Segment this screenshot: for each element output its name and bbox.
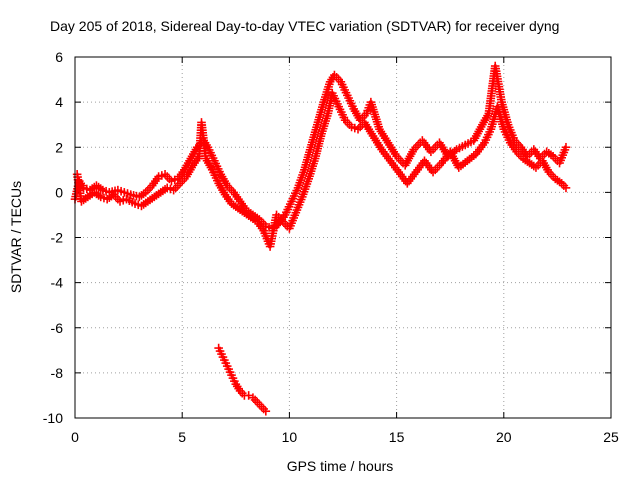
y-tick-label: 4 [55, 94, 63, 110]
x-tick-label: 0 [71, 429, 79, 445]
data-point [96, 192, 106, 202]
data-point-fill [350, 123, 360, 133]
chart-title: Day 205 of 2018, Sidereal Day-to-day VTE… [50, 18, 559, 34]
data-point [261, 406, 271, 416]
data-point [120, 188, 129, 197]
data-point [561, 183, 571, 193]
data-point-fill [116, 186, 126, 196]
data-point-fill [166, 184, 175, 194]
grid-layer [75, 57, 611, 418]
data-point [162, 183, 172, 193]
data-point-fill [170, 175, 179, 185]
data-point [347, 122, 356, 132]
plot-frame [74, 56, 612, 419]
x-tick-label: 10 [282, 429, 298, 445]
x-tick-label: 15 [389, 429, 405, 445]
data-point-fill [123, 189, 132, 198]
marks-layer [70, 61, 571, 416]
data-point [154, 172, 163, 181]
x-tick-label: 25 [603, 429, 619, 445]
data-point [130, 199, 140, 208]
y-tick-label: -8 [51, 365, 64, 381]
y-tick-label: -2 [51, 230, 64, 246]
x-axis-label: GPS time / hours [287, 458, 394, 474]
data-point [115, 197, 125, 206]
data-point [113, 185, 123, 195]
data-point-fill [157, 171, 167, 180]
x-tick-label: 20 [496, 429, 512, 445]
y-tick-label: 2 [55, 139, 63, 155]
y-tick-label: -6 [51, 320, 64, 336]
y-axis-label: SDTVAR / TECUs [8, 181, 24, 293]
y-tick-label: -4 [51, 275, 64, 291]
y-tick-label: 6 [55, 49, 63, 65]
data-point [98, 185, 108, 195]
data-point [167, 176, 176, 186]
y-tick-label: -10 [43, 410, 63, 426]
data-point [561, 142, 571, 152]
x-tick-label: 5 [178, 429, 186, 445]
y-tick-label: 0 [55, 184, 63, 200]
